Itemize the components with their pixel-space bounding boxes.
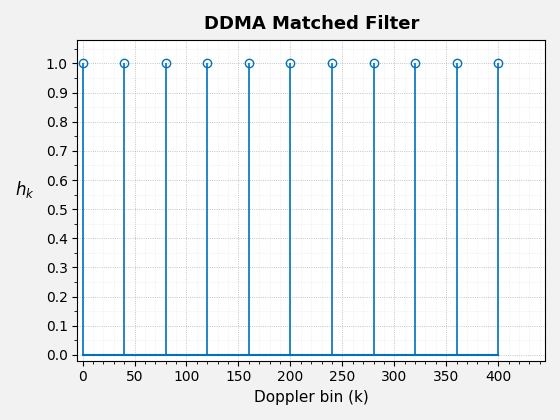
X-axis label: Doppler bin (k): Doppler bin (k): [254, 390, 368, 405]
Y-axis label: $h_k$: $h_k$: [15, 179, 35, 200]
Title: DDMA Matched Filter: DDMA Matched Filter: [203, 15, 419, 33]
